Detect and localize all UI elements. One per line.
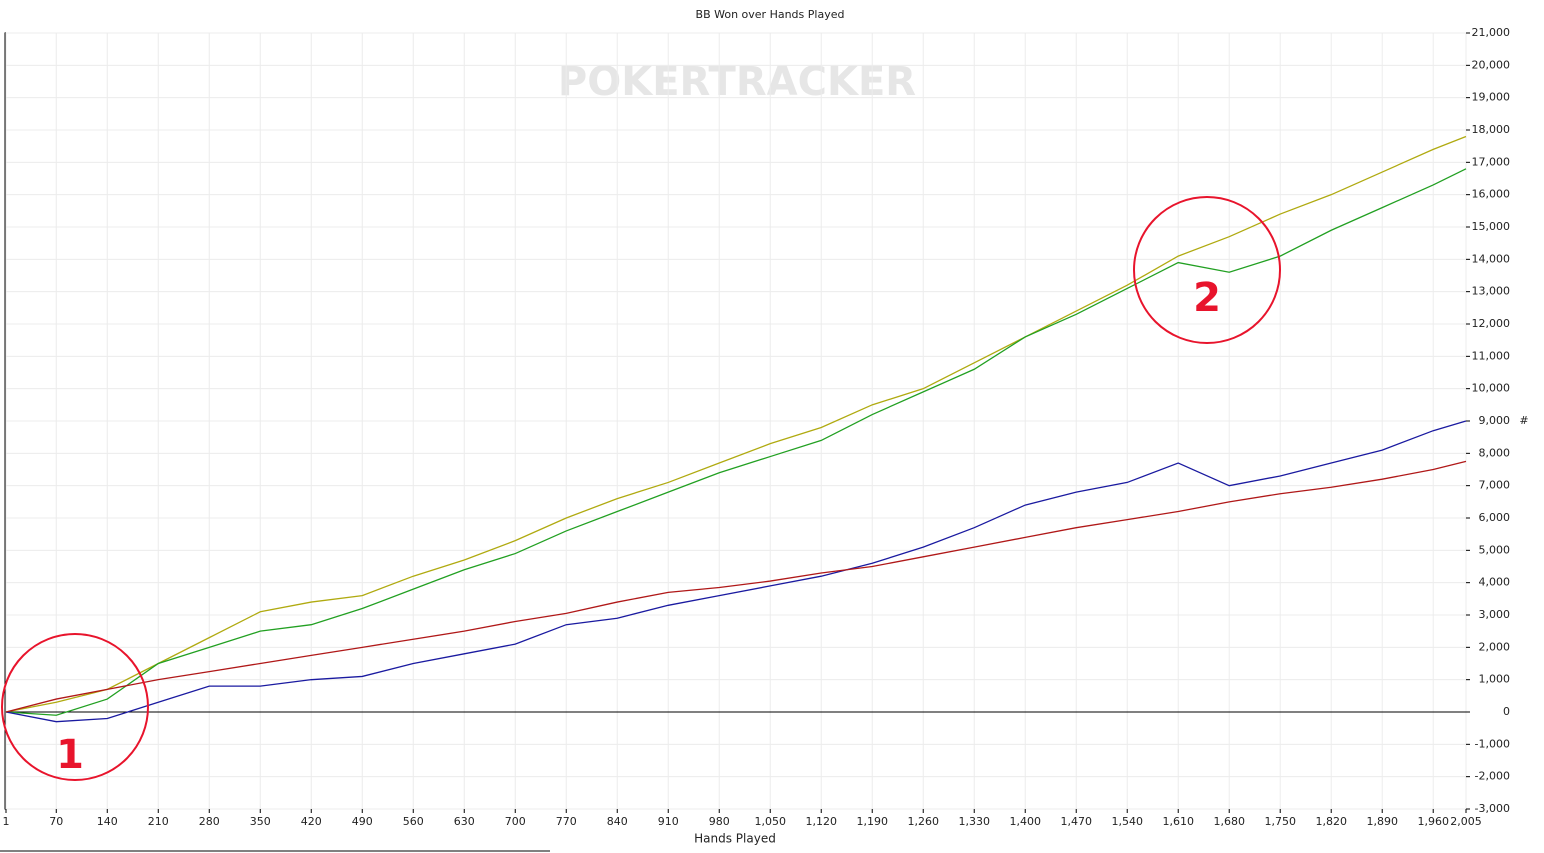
y-tick-label: 2,000 (1479, 640, 1511, 653)
x-tick-label: 1,330 (958, 815, 990, 828)
x-tick-label: 1,470 (1060, 815, 1092, 828)
y-tick-label: 17,000 (1472, 155, 1511, 168)
y-tick-label: 20,000 (1472, 58, 1511, 71)
x-tick-label: 1,820 (1315, 815, 1347, 828)
x-tick-label: 1,260 (907, 815, 939, 828)
y-tick-label: 0 (1503, 705, 1510, 718)
annotation-circle (1133, 196, 1281, 344)
y-tick-label: 7,000 (1479, 479, 1511, 492)
y-tick-label: 1,000 (1479, 673, 1511, 686)
x-tick-label: 2,005 (1450, 815, 1482, 828)
x-tick-label: 350 (250, 815, 271, 828)
y-tick-label: 12,000 (1472, 317, 1511, 330)
x-tick-label: 1,120 (805, 815, 837, 828)
x-tick-label: 700 (505, 815, 526, 828)
y-tick-label: -1,000 (1475, 737, 1510, 750)
y-tick-label: 9,000 (1479, 414, 1511, 427)
x-tick-label: 630 (454, 815, 475, 828)
y-tick-label: 3,000 (1479, 608, 1511, 621)
y-tick-label: 4,000 (1479, 576, 1511, 589)
x-tick-label: 1,400 (1009, 815, 1041, 828)
x-tick-label: 1 (3, 815, 10, 828)
x-tick-label: 840 (607, 815, 628, 828)
annotation: 2 (1193, 275, 1221, 321)
y-tick-label: 5,000 (1479, 543, 1511, 556)
x-tick-label: 140 (97, 815, 118, 828)
x-tick-label: 1,610 (1162, 815, 1194, 828)
y-tick-label: 11,000 (1472, 349, 1511, 362)
grid (5, 32, 1467, 810)
y-tick-label: 21,000 (1472, 26, 1511, 39)
x-tick-label: 70 (49, 815, 63, 828)
annotation: 1 (56, 732, 84, 778)
y-tick-label: 15,000 (1472, 220, 1511, 233)
y-tick-label: 14,000 (1472, 252, 1511, 265)
x-tick-label: 1,890 (1366, 815, 1398, 828)
y-tick-label: 8,000 (1479, 446, 1511, 459)
x-tick-label: 980 (709, 815, 730, 828)
x-tick-label: 560 (403, 815, 424, 828)
x-tick-label: 280 (199, 815, 220, 828)
x-tick-label: 1,540 (1111, 815, 1143, 828)
y-tick-label: -2,000 (1475, 770, 1510, 783)
y-tick-label: 10,000 (1472, 382, 1511, 395)
x-tick-label: 1,190 (856, 815, 888, 828)
x-tick-label: 490 (352, 815, 373, 828)
series-line (5, 168, 1467, 716)
x-tick-label: 910 (658, 815, 679, 828)
x-tick-label: 1,960 (1417, 815, 1449, 828)
y-axis-label: # (1519, 414, 1528, 427)
series-line (5, 420, 1467, 723)
y-tick-label: 13,000 (1472, 285, 1511, 298)
x-tick-label: 1,750 (1264, 815, 1296, 828)
y-tick-label: 6,000 (1479, 511, 1511, 524)
chart-title: BB Won over Hands Played (696, 8, 845, 21)
x-tick-label: 770 (556, 815, 577, 828)
x-tick-label: 1,050 (754, 815, 786, 828)
annotation-circle (1, 633, 149, 781)
lines (5, 135, 1467, 723)
y-tick-label: 19,000 (1472, 91, 1511, 104)
y-tick-label: 18,000 (1472, 123, 1511, 136)
x-tick-label: 1,680 (1213, 815, 1245, 828)
y-tick-label: 16,000 (1472, 188, 1511, 201)
x-tick-label: 420 (301, 815, 322, 828)
series-line (5, 135, 1467, 713)
series-line (5, 460, 1467, 713)
y-tick-label: -3,000 (1475, 802, 1510, 815)
x-tick-label: 210 (148, 815, 169, 828)
x-axis-label: Hands Played (694, 832, 776, 846)
